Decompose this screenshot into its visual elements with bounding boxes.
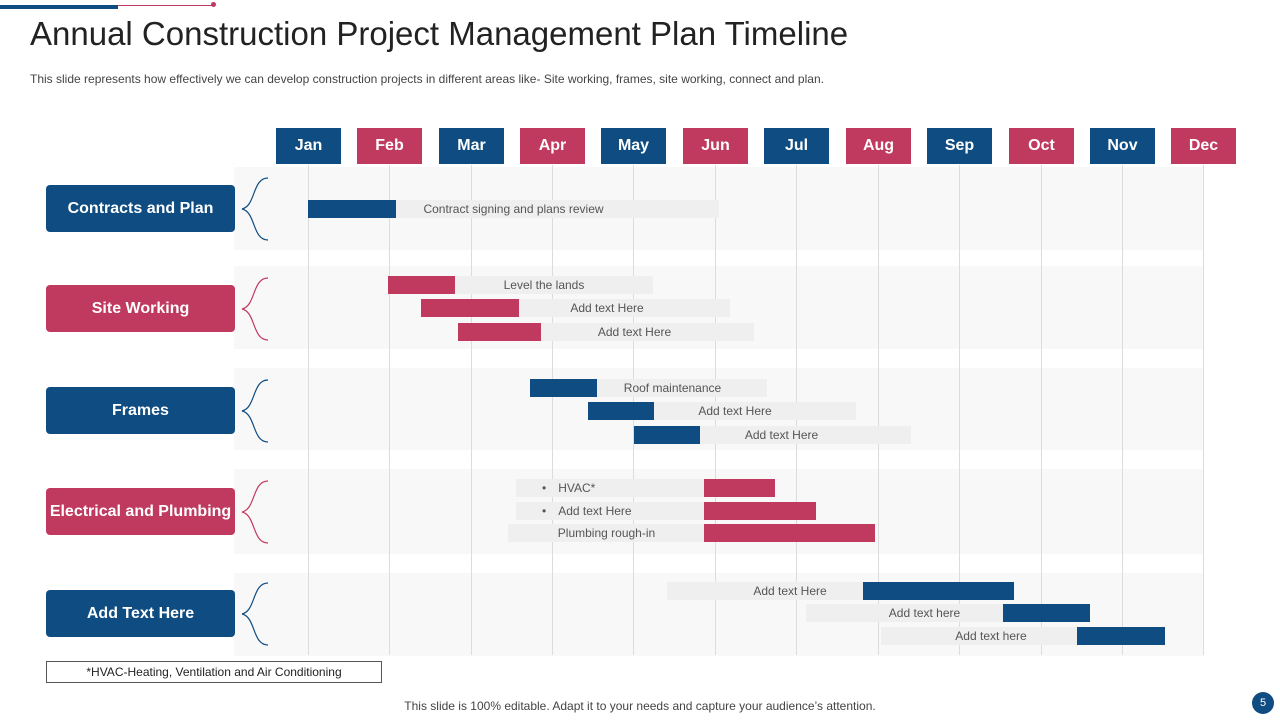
task-label-frames-3: Add text Here [652, 426, 911, 444]
task-bar-frames-2 [588, 402, 654, 420]
accent-line-pink [118, 5, 213, 6]
grid-line-jan [308, 165, 309, 655]
task-label-electrical-2: • Add text Here [516, 502, 705, 520]
month-jun: Jun [683, 128, 748, 164]
brace-other [241, 582, 269, 646]
task-label-hvac-text: HVAC* [558, 481, 596, 495]
task-label-other-1: Add text Here [667, 582, 913, 600]
task-bar-plumbing-rough-in [704, 524, 875, 542]
month-mar: Mar [439, 128, 504, 164]
grid-line-dec [1203, 165, 1204, 655]
footnote-box: *HVAC-Heating, Ventilation and Air Condi… [46, 661, 382, 683]
task-label-hvac: • HVAC* [516, 479, 705, 497]
bullet-hvac: • [542, 481, 547, 495]
category-add-text-here: Add Text Here [46, 590, 235, 637]
task-label-electrical-2-text: Add text Here [558, 504, 632, 518]
brace-site-working [241, 277, 269, 341]
month-may: May [601, 128, 666, 164]
task-label-frames-2: Add text Here [614, 402, 856, 420]
accent-dot [211, 2, 216, 7]
month-aug: Aug [846, 128, 911, 164]
month-apr: Apr [520, 128, 585, 164]
task-bar-site-2 [421, 299, 519, 317]
task-label-contract-signing: Contract signing and plans review [308, 200, 719, 218]
task-bar-hvac [704, 479, 775, 497]
task-label-site-2: Add text Here [484, 299, 730, 317]
task-bar-site-3 [458, 323, 541, 341]
month-nov: Nov [1090, 128, 1155, 164]
month-dec: Dec [1171, 128, 1236, 164]
accent-line-blue [0, 5, 118, 9]
task-bar-other-1 [863, 582, 1014, 600]
grid-line-nov [1122, 165, 1123, 655]
task-label-plumbing-rough-in: Plumbing rough-in [508, 524, 705, 542]
grid-line-sep [959, 165, 960, 655]
task-bar-contract-signing [308, 200, 396, 218]
footer-text: This slide is 100% editable. Adapt it to… [404, 699, 876, 713]
grid-line-mar [471, 165, 472, 655]
month-jul: Jul [764, 128, 829, 164]
task-label-other-2: Add text here [806, 604, 1043, 622]
page-number: 5 [1252, 692, 1274, 714]
brace-frames [241, 379, 269, 443]
category-electrical-and-plumbing: Electrical and Plumbing [46, 488, 235, 535]
page-title: Annual Construction Project Management P… [30, 15, 849, 52]
grid-line-oct [1041, 165, 1042, 655]
task-label-other-3: Add text here [881, 627, 1101, 645]
grid-line-apr [552, 165, 553, 655]
month-jan: Jan [276, 128, 341, 164]
category-site-working: Site Working [46, 285, 235, 332]
task-bar-electrical-2 [704, 502, 816, 520]
task-bar-other-2 [1003, 604, 1090, 622]
task-bar-frames-3 [634, 426, 700, 444]
category-contracts-and-plan: Contracts and Plan [46, 185, 235, 232]
month-oct: Oct [1009, 128, 1074, 164]
task-bar-roof-maintenance [530, 379, 597, 397]
category-frames: Frames [46, 387, 235, 434]
task-label-roof-maintenance: Roof maintenance [578, 379, 767, 397]
month-sep: Sep [927, 128, 992, 164]
grid-line-feb [389, 165, 390, 655]
task-bar-level-the-lands [388, 276, 455, 294]
task-bar-other-3 [1077, 627, 1165, 645]
bullet-electrical-2: • [542, 504, 547, 518]
grid-line-aug [878, 165, 879, 655]
task-label-level-the-lands: Level the lands [435, 276, 653, 294]
page-subtitle: This slide represents how effectively we… [30, 72, 824, 86]
brace-electrical [241, 480, 269, 544]
task-label-site-3: Add text Here [515, 323, 754, 341]
month-feb: Feb [357, 128, 422, 164]
brace-contracts [241, 177, 269, 241]
